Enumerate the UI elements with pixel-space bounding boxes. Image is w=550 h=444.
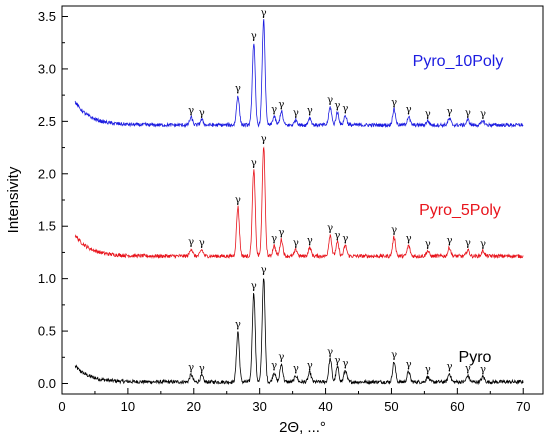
x-tick-label: 20 (187, 399, 201, 414)
y-axis-title: Intensivity (5, 166, 22, 233)
peak-label: γ (188, 106, 194, 117)
peak-label: γ (342, 104, 348, 115)
peak-label: γ (342, 234, 348, 245)
peak-label: γ (188, 363, 194, 374)
peak-label: γ (342, 358, 348, 369)
peak-label: γ (406, 359, 412, 370)
x-tick-label: 60 (450, 399, 464, 414)
peak-label: γ (446, 236, 452, 247)
peak-label: γ (480, 109, 486, 120)
peak-label: γ (271, 234, 277, 245)
y-tick-label: 2.5 (38, 114, 56, 129)
peak-label: γ (307, 361, 313, 372)
peak-label: γ (446, 362, 452, 373)
peak-label: γ (235, 84, 241, 95)
peak-label: γ (327, 223, 333, 234)
peak-label: γ (278, 99, 284, 110)
peak-label: γ (271, 105, 277, 116)
x-tick-label: 40 (318, 399, 332, 414)
peak-label: γ (307, 236, 313, 247)
y-tick-label: 3.0 (38, 61, 56, 76)
peak-label: γ (480, 365, 486, 376)
peak-label: γ (293, 364, 299, 375)
peak-label: γ (334, 230, 340, 241)
peak-label: γ (278, 352, 284, 363)
peak-label: γ (327, 347, 333, 358)
series-line (74, 278, 524, 386)
peak-label: γ (425, 239, 431, 250)
peak-label: γ (391, 350, 397, 361)
peak-label: γ (261, 265, 267, 276)
peak-label: γ (465, 108, 471, 119)
peak-label: γ (261, 8, 267, 19)
peak-label: γ (480, 239, 486, 250)
y-tick-label: 0.5 (38, 324, 56, 339)
peak-label: γ (199, 364, 205, 375)
series-label: Pyro_10Poly (413, 53, 504, 70)
peak-label: γ (425, 365, 431, 376)
peak-label: γ (251, 31, 257, 42)
y-tick-label: 2.0 (38, 166, 56, 181)
series-line (74, 19, 524, 129)
series-label: Pyro (459, 349, 492, 366)
peak-label: γ (307, 106, 313, 117)
peak-label: γ (261, 134, 267, 145)
x-tick-label: 10 (121, 399, 135, 414)
peak-label: γ (406, 234, 412, 245)
x-tick-label: 30 (252, 399, 266, 414)
peak-label: γ (406, 105, 412, 116)
peak-label: γ (199, 108, 205, 119)
x-tick-label: 0 (58, 399, 65, 414)
x-axis-title: 2Θ, ...° (279, 419, 326, 436)
peak-label: γ (446, 107, 452, 118)
peak-label: γ (199, 238, 205, 249)
y-tick-label: 0.0 (38, 376, 56, 391)
peak-label: γ (465, 238, 471, 249)
peak-label: γ (327, 95, 333, 106)
peak-label: γ (293, 108, 299, 119)
peak-label: γ (391, 225, 397, 236)
series-layer (74, 19, 524, 386)
series-label: Pyro_5Poly (419, 202, 501, 219)
y-axis: 0.0 0.5 1.0 1.5 2.0 2.5 3.0 3.5 (38, 9, 68, 391)
x-axis: 0 10 20 30 40 50 60 70 (58, 388, 530, 414)
peak-label: γ (251, 281, 257, 292)
series-labels: Pyro Pyro_5Poly Pyro_10Poly (413, 53, 504, 366)
peak-label: γ (465, 364, 471, 375)
peak-label: γ (188, 237, 194, 248)
y-tick-label: 1.0 (38, 271, 56, 286)
x-tick-label: 70 (516, 399, 530, 414)
peak-label: γ (235, 320, 241, 331)
peak-label: γ (293, 238, 299, 249)
y-tick-label: 3.5 (38, 9, 56, 24)
peak-label: γ (235, 195, 241, 206)
peak-label: γ (334, 100, 340, 111)
x-tick-label: 50 (384, 399, 398, 414)
series-line (74, 146, 524, 260)
peak-label: γ (425, 109, 431, 120)
peak-label: γ (391, 97, 397, 108)
peak-label: γ (271, 361, 277, 372)
peak-label: γ (334, 355, 340, 366)
y-tick-label: 1.5 (38, 219, 56, 234)
peak-label: γ (251, 158, 257, 169)
peak-label: γ (278, 227, 284, 238)
